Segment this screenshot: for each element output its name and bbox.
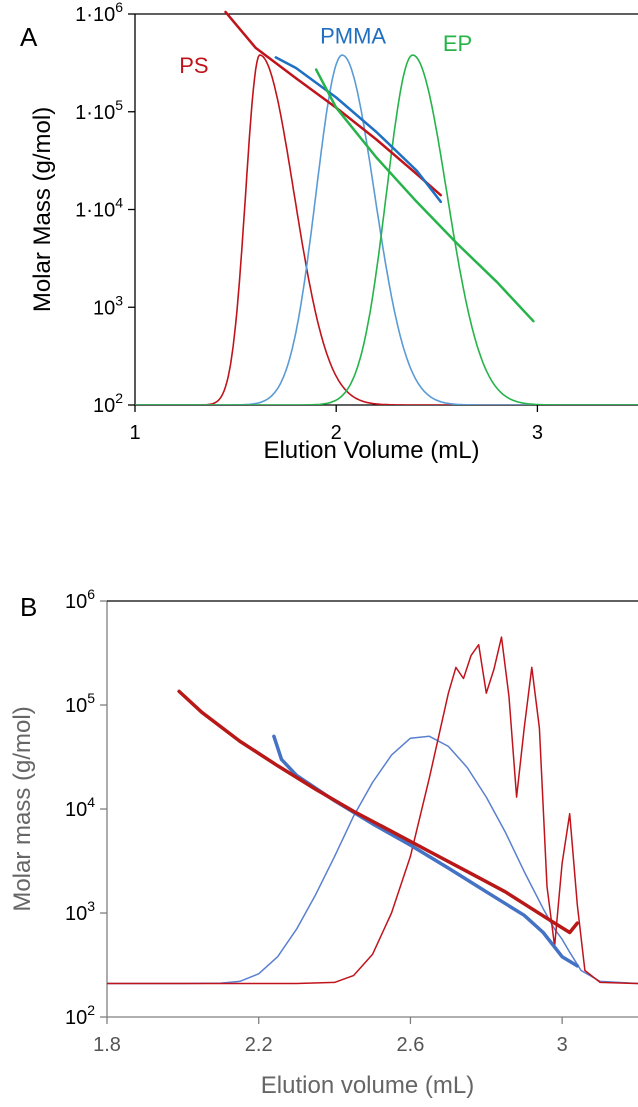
panel-a-series-2-peak-line [135, 54, 638, 405]
panel-a-letter: A [20, 22, 38, 52]
x-tick-label: 3 [557, 1034, 568, 1056]
x-tick-label: 2.6 [397, 1034, 425, 1056]
y-tick-label: 104 [65, 794, 95, 821]
panel-b-series-1-trace-line [107, 636, 638, 985]
x-tick-label: 3 [532, 422, 543, 444]
y-tick-label: 1·106 [75, 0, 123, 26]
y-tick-label: 103 [65, 898, 95, 925]
panel-a-series-1-peak-line [135, 54, 638, 405]
y-tick-label: 102 [65, 1002, 95, 1029]
y-axis-title: Molar Mass (g/mol) [29, 107, 56, 312]
y-axis-title: Molar mass (g/mol) [9, 706, 36, 911]
panel-b: B 1.8 2.2 2.6 3 102 103 104 105 106 Elution volum… [9, 586, 638, 1099]
series-label-ep: EP [443, 31, 472, 56]
x-tick-label: 2 [331, 422, 342, 444]
panel-a-series-4-mass-line [274, 56, 443, 204]
x-tick-label: 1.8 [93, 1034, 121, 1056]
y-tick-label: 103 [93, 292, 123, 319]
x-axis-title: Elution volume (mL) [261, 1072, 474, 1099]
panel-b-series-3-mass-line [177, 689, 580, 935]
y-tick-label: 102 [93, 390, 123, 417]
series-label-ps: PS [179, 53, 208, 78]
panel-b-series-0-trace-line [107, 735, 638, 985]
x-tick-label: 2.2 [245, 1034, 273, 1056]
panel-a-series-0-peak-line [135, 54, 638, 405]
x-tick-label: 1 [129, 422, 140, 444]
x-axis-title: Elution Volume (mL) [263, 437, 479, 464]
y-tick-label: 106 [65, 586, 95, 613]
panel-b-letter: B [20, 592, 37, 622]
y-tick-label: 1·105 [75, 97, 123, 124]
panel-a: A 1 2 3 102 103 1·104 1·105 1·106 Elution Volume… [20, 0, 638, 464]
y-tick-label: 105 [65, 690, 95, 717]
panel-b-series-2-mass-line [272, 734, 580, 968]
y-tick-label: 1·104 [75, 195, 123, 222]
panel-a-series-5-mass-line [314, 68, 535, 323]
series-label-pmma: PMMA [320, 23, 386, 48]
